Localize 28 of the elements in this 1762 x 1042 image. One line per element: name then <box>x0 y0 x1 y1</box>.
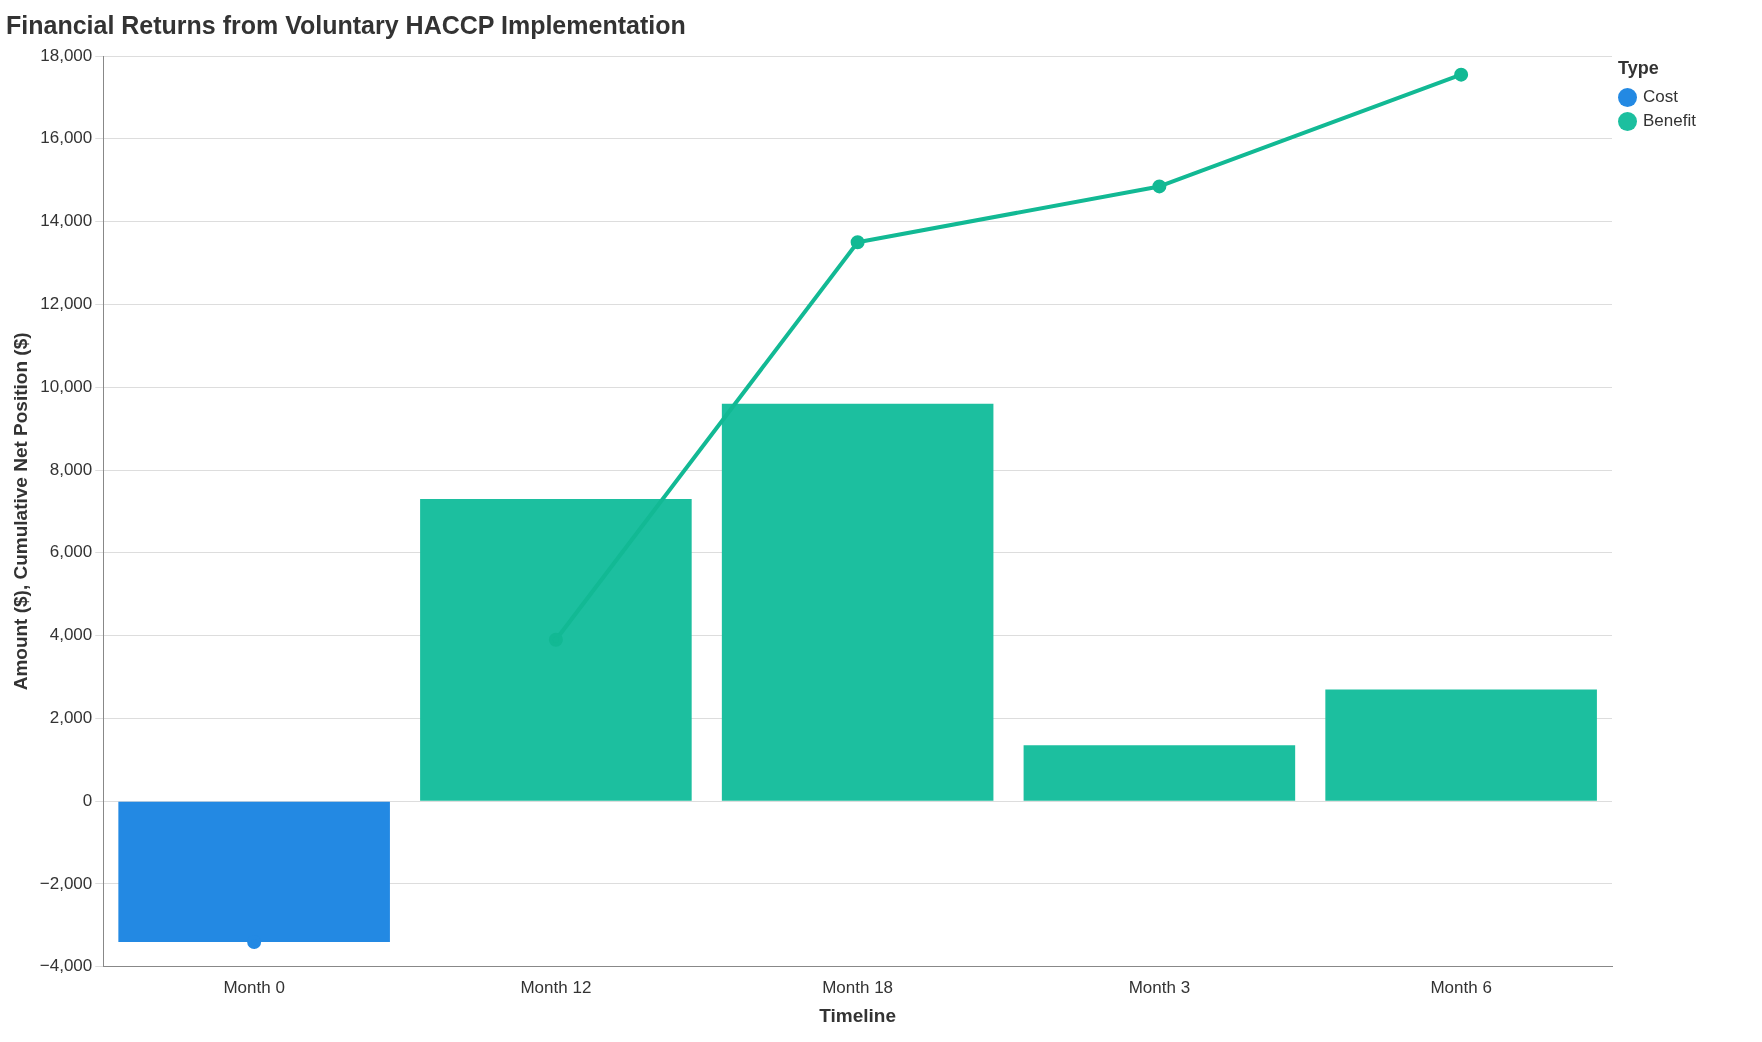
x-tick-label: Month 0 <box>223 977 285 997</box>
y-tick-label: 2,000 <box>49 708 93 728</box>
y-tick-label: −4,000 <box>39 956 93 976</box>
x-tick-label: Month 3 <box>1128 977 1191 997</box>
y-tick-label: 18,000 <box>40 45 93 65</box>
point <box>850 235 865 250</box>
legend-label: Cost <box>1643 87 1678 107</box>
y-tick-label: 4,000 <box>49 625 93 645</box>
bar <box>1023 745 1296 801</box>
x-tick-label: Month 6 <box>1430 977 1492 997</box>
x-axis-title: Timeline <box>819 1004 896 1026</box>
y-tick-label: 8,000 <box>49 459 93 479</box>
y-tick-label: 10,000 <box>40 376 93 396</box>
x-tick-label: Month 12 <box>520 977 592 997</box>
y-tick-label: 0 <box>82 790 93 810</box>
x-tick-label: Month 18 <box>822 977 894 997</box>
bar <box>1325 689 1597 801</box>
legend-label: Benefit <box>1643 111 1696 131</box>
y-tick-label: −2,000 <box>39 873 93 893</box>
point <box>1152 179 1167 194</box>
y-axis-title: Amount ($), Cumulative Net Position ($) <box>9 332 31 691</box>
y-tick-label: 12,000 <box>40 294 93 314</box>
y-tick-label: 6,000 <box>49 542 93 562</box>
y-tick-label: 14,000 <box>40 211 93 231</box>
point <box>1454 67 1469 82</box>
chart-title: Financial Returns from Voluntary HACCP Implementation <box>6 10 686 39</box>
legend-title: Type <box>1618 58 1660 79</box>
y-tick-label: 16,000 <box>40 128 93 148</box>
